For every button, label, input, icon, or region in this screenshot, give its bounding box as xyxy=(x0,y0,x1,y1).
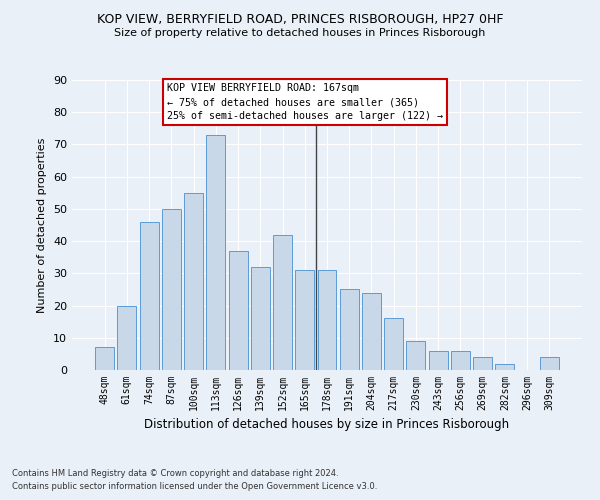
Text: Contains public sector information licensed under the Open Government Licence v3: Contains public sector information licen… xyxy=(12,482,377,491)
X-axis label: Distribution of detached houses by size in Princes Risborough: Distribution of detached houses by size … xyxy=(145,418,509,432)
Bar xyxy=(251,267,270,370)
Bar xyxy=(384,318,403,370)
Bar xyxy=(229,251,248,370)
Text: KOP VIEW, BERRYFIELD ROAD, PRINCES RISBOROUGH, HP27 0HF: KOP VIEW, BERRYFIELD ROAD, PRINCES RISBO… xyxy=(97,12,503,26)
Bar xyxy=(429,350,448,370)
Text: Size of property relative to detached houses in Princes Risborough: Size of property relative to detached ho… xyxy=(115,28,485,38)
Bar xyxy=(184,193,203,370)
Bar xyxy=(340,290,359,370)
Bar xyxy=(473,357,492,370)
Bar xyxy=(162,209,181,370)
Bar xyxy=(317,270,337,370)
Y-axis label: Number of detached properties: Number of detached properties xyxy=(37,138,47,312)
Bar xyxy=(273,234,292,370)
Bar xyxy=(496,364,514,370)
Text: Contains HM Land Registry data © Crown copyright and database right 2024.: Contains HM Land Registry data © Crown c… xyxy=(12,468,338,477)
Bar xyxy=(406,341,425,370)
Bar xyxy=(118,306,136,370)
Bar xyxy=(95,348,114,370)
Bar xyxy=(540,357,559,370)
Bar xyxy=(295,270,314,370)
Text: KOP VIEW BERRYFIELD ROAD: 167sqm
← 75% of detached houses are smaller (365)
25% : KOP VIEW BERRYFIELD ROAD: 167sqm ← 75% o… xyxy=(167,83,443,121)
Bar xyxy=(206,135,225,370)
Bar xyxy=(451,350,470,370)
Bar xyxy=(140,222,158,370)
Bar xyxy=(362,292,381,370)
